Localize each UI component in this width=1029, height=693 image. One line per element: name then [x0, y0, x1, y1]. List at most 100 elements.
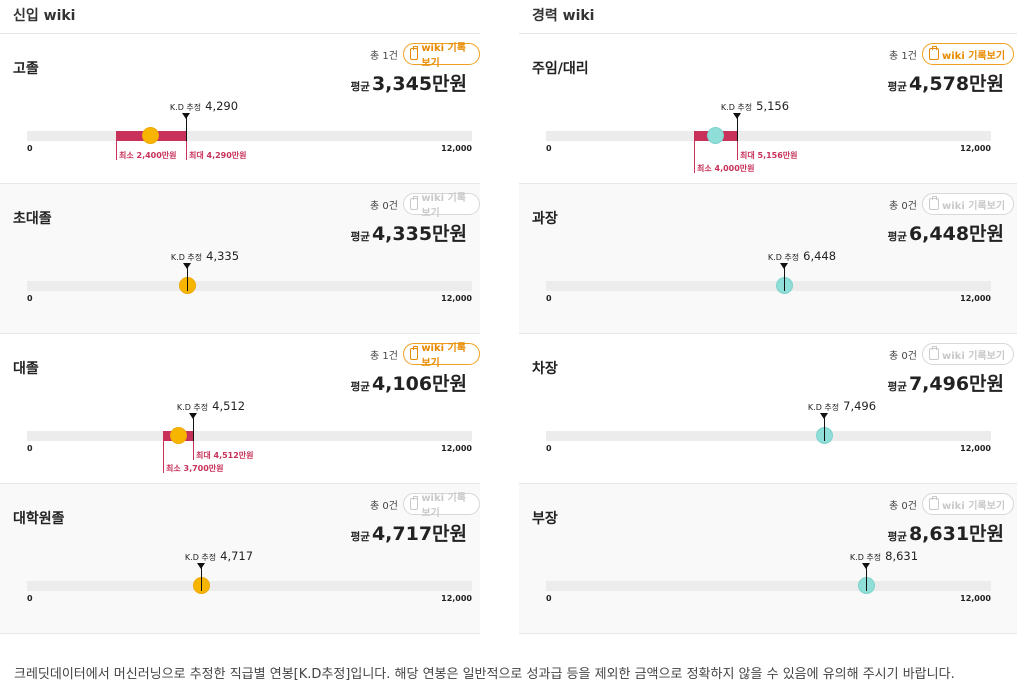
kd-label: K.D 추정: [849, 553, 882, 562]
max-marker-line: [737, 141, 738, 160]
kd-marker-arrow-icon: [820, 413, 828, 419]
kd-marker-arrow-icon: [733, 113, 741, 119]
card-label: 초대졸: [13, 211, 52, 227]
average-value: 3,345만원: [371, 73, 467, 95]
min-marker-line: [694, 141, 695, 173]
salary-card-college: 초대졸 총 0건 wiki 기록보기 평균 4,335만원 K.D 추정 4,335…: [0, 184, 480, 334]
kd-estimate-label: K.D 추정 5,156: [721, 99, 789, 113]
kd-marker-line: [186, 114, 187, 141]
kd-marker-arrow-icon: [862, 563, 870, 569]
kd-value: 8,631: [885, 549, 919, 563]
kd-estimate-label: K.D 추정 4,335: [171, 249, 239, 263]
axis-min-label: 0: [27, 294, 33, 303]
axis-min-label: 0: [546, 594, 552, 603]
salary-range-track: K.D 추정 4,717 0 12,000: [27, 549, 472, 603]
wiki-record-button[interactable]: wiki 기록보기: [403, 193, 480, 219]
card-label: 대학원졸: [13, 511, 65, 527]
kd-marker-line: [824, 414, 825, 441]
min-marker-line: [163, 441, 164, 473]
kd-label: K.D 추정: [767, 253, 800, 262]
average-salary: 평균 6,448만원: [888, 219, 1004, 246]
kd-marker-line: [187, 264, 188, 291]
kd-value: 4,717: [220, 549, 254, 563]
record-count: 총 0건: [889, 501, 917, 512]
average-prefix: 평균: [350, 81, 370, 93]
axis-max-label: 12,000: [960, 144, 991, 153]
min-marker-line: [116, 141, 117, 160]
average-value: 7,496만원: [908, 373, 1004, 395]
axis-max-label: 12,000: [960, 444, 991, 453]
axis-max-label: 12,000: [960, 294, 991, 303]
wiki-record-button[interactable]: wiki 기록보기: [403, 43, 480, 69]
clipboard-icon: [410, 496, 419, 510]
kd-marker-arrow-icon: [183, 263, 191, 269]
wiki-record-button[interactable]: wiki 기록보기: [922, 493, 1015, 515]
axis-min-label: 0: [27, 444, 33, 453]
clipboard-icon: [410, 196, 419, 210]
wiki-button-label: wiki 기록보기: [942, 350, 1006, 362]
clipboard-icon: [929, 46, 939, 60]
column-title: 신입 wiki: [0, 0, 480, 34]
average-prefix: 평균: [350, 381, 370, 393]
kd-marker-line: [737, 114, 738, 141]
card-label: 과장: [532, 211, 558, 227]
salary-range-track: K.D 추정 4,335 0 12,000: [27, 249, 472, 303]
wiki-record-button[interactable]: wiki 기록보기: [403, 343, 480, 369]
wiki-button-label: wiki 기록보기: [421, 43, 466, 69]
axis-max-label: 12,000: [441, 144, 472, 153]
kd-marker-arrow-icon: [197, 563, 205, 569]
wiki-record-button[interactable]: wiki 기록보기: [922, 343, 1015, 365]
average-value: 4,335만원: [371, 223, 467, 245]
average-salary: 평균 4,717만원: [351, 519, 467, 546]
kd-marker-line: [201, 564, 202, 591]
axis-max-label: 12,000: [441, 294, 472, 303]
kd-estimate-label: K.D 추정 4,717: [185, 549, 253, 563]
average-prefix: 평균: [887, 531, 907, 543]
average-value: 4,106만원: [371, 373, 467, 395]
salary-card-deputy-general-manager: 차장 총 0건 wiki 기록보기 평균 7,496만원 K.D 추정 7,496 …: [519, 334, 1017, 484]
record-count: 총 1건: [370, 51, 398, 62]
record-count: 총 0건: [889, 201, 917, 212]
wiki-record-button[interactable]: wiki 기록보기: [922, 43, 1015, 65]
record-count: 총 0건: [370, 501, 398, 512]
average-prefix: 평균: [887, 381, 907, 393]
wiki-record-button[interactable]: wiki 기록보기: [403, 493, 480, 519]
salary-range-track: K.D 추정 6,448 0 12,000: [546, 249, 991, 303]
salary-card-assistant-manager: 주임/대리 총 1건 wiki 기록보기 평균 4,578만원 K.D 추정 5,1…: [519, 34, 1017, 184]
average-value: 4,717만원: [371, 523, 467, 545]
wiki-record-button[interactable]: wiki 기록보기: [922, 193, 1015, 215]
average-prefix: 평균: [350, 531, 370, 543]
axis-max-label: 12,000: [441, 444, 472, 453]
average-salary: 평균 4,578만원: [888, 69, 1004, 96]
wiki-button-label: wiki 기록보기: [942, 500, 1006, 512]
max-marker-line: [193, 441, 194, 460]
salary-range-track: K.D 추정 7,496 0 12,000: [546, 399, 991, 453]
kd-estimate-label: K.D 추정 4,512: [177, 399, 245, 413]
kd-estimate-label: K.D 추정 6,448: [768, 249, 836, 263]
axis-max-label: 12,000: [441, 594, 472, 603]
kd-estimate-label: K.D 추정 7,496: [808, 399, 876, 413]
clipboard-icon: [410, 46, 419, 60]
kd-estimate-label: K.D 추정 8,631: [850, 549, 918, 563]
kd-marker-arrow-icon: [189, 413, 197, 419]
average-salary: 평균 8,631만원: [888, 519, 1004, 546]
entry-wiki-column: 신입 wiki 고졸 총 1건 wiki 기록보기 평균 3,345만원 K.D …: [0, 0, 480, 634]
kd-label: K.D 추정: [176, 403, 209, 412]
kd-value: 4,290: [205, 99, 239, 113]
salary-card-graduate: 대학원졸 총 0건 wiki 기록보기 평균 4,717만원 K.D 추정 4,71…: [0, 484, 480, 634]
axis-min-label: 0: [546, 144, 552, 153]
record-count: 총 0건: [889, 351, 917, 362]
kd-label: K.D 추정: [807, 403, 840, 412]
average-salary: 평균 4,335만원: [351, 219, 467, 246]
card-label: 고졸: [13, 61, 39, 77]
kd-label: K.D 추정: [169, 103, 202, 112]
average-salary: 평균 7,496만원: [888, 369, 1004, 396]
kd-value: 4,512: [212, 399, 246, 413]
kd-marker-arrow-icon: [182, 113, 190, 119]
wiki-button-label: wiki 기록보기: [942, 200, 1006, 212]
salary-range-track: K.D 추정 4,290 0 12,000 최소 2,400만원 최대 4,290…: [27, 99, 472, 160]
average-value: 8,631만원: [908, 523, 1004, 545]
average-marker-dot: [707, 127, 724, 144]
kd-label: K.D 추정: [720, 103, 753, 112]
axis-max-label: 12,000: [960, 594, 991, 603]
